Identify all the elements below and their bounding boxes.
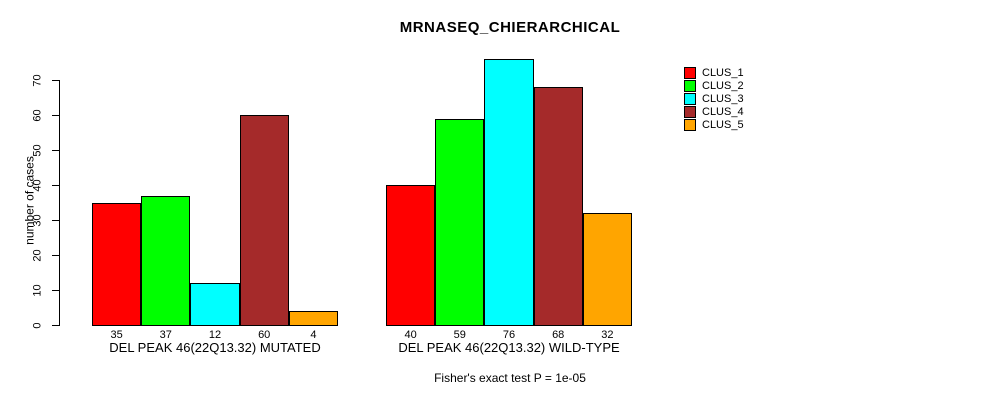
bar-value-label: 37 — [159, 329, 172, 341]
y-tick-mark — [52, 220, 59, 221]
bar-value-label: 60 — [258, 329, 271, 341]
bar-clus_3-group2 — [484, 59, 534, 326]
bar-value-label: 12 — [208, 329, 222, 341]
chart-title: MRNASEQ_CHIERARCHICAL — [399, 19, 621, 36]
legend: CLUS_1 CLUS_2 CLUS_3 CLUS_4 CLUS_5 — [684, 66, 744, 132]
bar-clus_2-group1 — [141, 195, 191, 326]
y-tick-mark — [52, 150, 59, 151]
bar-clus_4-group1 — [239, 115, 289, 326]
bar-clus_5-group1 — [288, 311, 338, 326]
x-group-label: DEL PEAK 46(22Q13.32) MUTATED — [109, 340, 321, 355]
bar-clus_1-group1 — [92, 202, 142, 326]
y-tick-label: 50 — [31, 143, 44, 157]
bar-clus_4-group2 — [533, 87, 583, 326]
y-tick-label: 0 — [31, 321, 44, 329]
bar-clus_3-group1 — [190, 283, 240, 326]
bar-value-label: 76 — [502, 329, 516, 341]
y-tick-mark — [52, 185, 59, 186]
legend-swatch-icon — [684, 66, 696, 79]
bar-value-label: 32 — [601, 329, 614, 341]
bar-value-label: 59 — [453, 329, 466, 341]
legend-label: CLUS_2 — [702, 79, 744, 92]
y-tick-mark — [52, 115, 59, 116]
bar-value-label: 68 — [552, 329, 565, 341]
legend-item-clus_5: CLUS_5 — [684, 119, 744, 132]
legend-item-clus_2: CLUS_2 — [684, 79, 744, 92]
stat-test-caption: Fisher's exact test P = 1e-05 — [434, 371, 586, 385]
y-tick-label: 60 — [31, 108, 44, 122]
bar-clus_2-group2 — [435, 118, 485, 326]
legend-item-clus_1: CLUS_1 — [684, 66, 744, 79]
legend-label: CLUS_3 — [702, 92, 744, 105]
legend-swatch-icon — [684, 106, 696, 119]
y-tick-label: 30 — [31, 213, 44, 227]
y-tick-mark — [52, 255, 59, 256]
legend-swatch-icon — [684, 92, 696, 105]
legend-swatch-icon — [684, 79, 696, 92]
bar-clus_1-group2 — [386, 185, 436, 326]
y-axis-line — [59, 80, 60, 326]
y-tick-mark — [52, 290, 59, 291]
y-tick-mark — [52, 325, 59, 326]
legend-item-clus_3: CLUS_3 — [684, 92, 744, 105]
y-tick-label: 20 — [31, 248, 44, 262]
x-group-label: DEL PEAK 46(22Q13.32) WILD-TYPE — [398, 340, 620, 355]
y-tick-label: 10 — [31, 283, 44, 297]
bar-value-label: 35 — [110, 329, 123, 341]
legend-label: CLUS_1 — [702, 66, 744, 79]
y-tick-label: 70 — [31, 73, 44, 87]
bar-clus_5-group2 — [582, 213, 632, 326]
bar-value-label: 4 — [310, 329, 317, 341]
bar-value-label: 40 — [404, 329, 417, 341]
legend-label: CLUS_4 — [702, 106, 744, 119]
legend-label: CLUS_5 — [702, 119, 744, 132]
y-tick-mark — [52, 80, 59, 81]
y-tick-label: 40 — [31, 178, 44, 192]
legend-item-clus_4: CLUS_4 — [684, 106, 744, 119]
legend-swatch-icon — [684, 119, 696, 132]
